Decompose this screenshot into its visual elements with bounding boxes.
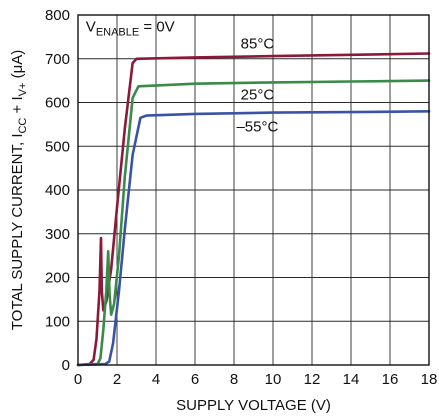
ylabel-prefix: TOTAL SUPPLY CURRENT, I <box>9 134 26 331</box>
series-line <box>76 110 431 367</box>
ylabel-sub1: CC <box>17 118 29 134</box>
x-tick-label: 0 <box>74 371 82 388</box>
ylabel-mid: + I <box>9 96 26 117</box>
y-tick-label: 600 <box>45 95 70 112</box>
y-tick-label: 500 <box>45 138 70 155</box>
series-label: –55°C <box>236 119 278 136</box>
y-tick-label: 300 <box>45 226 70 243</box>
x-tick-label: 6 <box>191 371 199 388</box>
tick-labels: 0 2 4 6 8 10 12 14 16 18 0 100 200 300 400 500 600 700 800 <box>45 7 437 388</box>
series-label: 25°C <box>241 87 275 104</box>
grid-lines <box>78 15 429 365</box>
x-tick-label: 16 <box>382 371 399 388</box>
x-tick-label: 18 <box>421 371 438 388</box>
annotation-prefix: V <box>86 19 96 36</box>
y-tick-label: 0 <box>62 357 70 374</box>
series-labels: 85°C 25°C –55°C <box>236 35 278 135</box>
ylabel-suffix: (μA) <box>9 50 26 83</box>
y-tick-label: 700 <box>45 51 70 68</box>
enable-annotation: VENABLE = 0V <box>86 19 175 39</box>
x-axis-title: SUPPLY VOLTAGE (V) <box>176 397 331 414</box>
x-tick-label: 8 <box>230 371 238 388</box>
annotation-subscript: ENABLE <box>96 27 139 39</box>
y-tick-label: 800 <box>45 7 70 24</box>
series-group <box>76 52 431 367</box>
y-tick-label: 400 <box>45 182 70 199</box>
y-tick-label: 200 <box>45 270 70 287</box>
ylabel-sub2: V+ <box>17 83 29 97</box>
y-tick-label: 100 <box>45 313 70 330</box>
x-tick-label: 10 <box>265 371 282 388</box>
annotation-suffix: = 0V <box>139 19 174 36</box>
x-tick-label: 4 <box>152 371 160 388</box>
series-label: 85°C <box>241 35 275 52</box>
x-tick-label: 12 <box>304 371 321 388</box>
x-tick-label: 14 <box>343 371 360 388</box>
plot-frame <box>77 14 430 366</box>
x-tick-label: 2 <box>113 371 121 388</box>
y-axis-title: TOTAL SUPPLY CURRENT, ICC + IV+ (μA) <box>9 50 29 330</box>
series-line <box>76 79 431 367</box>
